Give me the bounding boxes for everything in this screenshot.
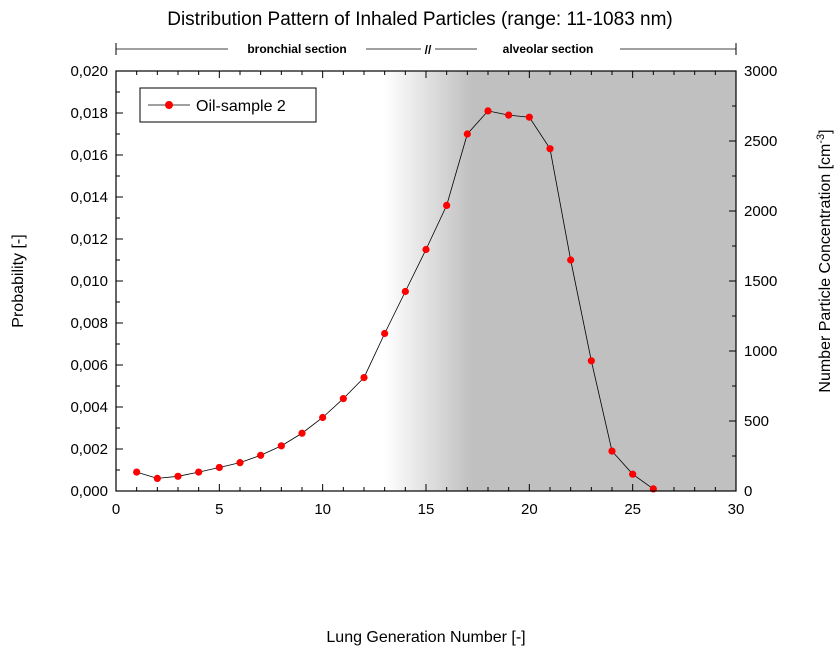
y2-axis-ticks: 0 500 1000 1500 2000 2500 3000 — [729, 63, 777, 500]
x-tick-label: 30 — [728, 501, 745, 518]
data-point — [277, 442, 285, 450]
data-point — [401, 287, 409, 296]
data-point — [339, 395, 347, 403]
plot-frame — [115, 70, 737, 492]
y-tick-label: 0,014 — [70, 189, 108, 206]
y2-axis-title-end: ] — [817, 129, 834, 133]
series-points — [133, 107, 657, 493]
data-point — [587, 357, 595, 365]
data-point — [298, 429, 306, 437]
y2-axis-title-sup: -3 — [815, 134, 827, 144]
x-axis-title: Lung Generation Number [-] — [326, 629, 525, 646]
y-tick-label: 0,010 — [70, 273, 108, 290]
data-point — [215, 463, 223, 472]
x-tick-label: 20 — [521, 501, 538, 518]
x-tick-label: 25 — [624, 501, 641, 518]
shading-gradient — [384, 71, 472, 491]
section-break-mark: // — [425, 43, 432, 57]
x-tick-label: 10 — [314, 501, 331, 518]
y2-axis-title: Number Particle Concentration [cm-3] — [815, 129, 834, 392]
section-break-bg — [421, 41, 435, 57]
data-point — [505, 111, 513, 119]
y2-tick-label: 0 — [744, 483, 752, 500]
x-axis-ticks: 0 5 10 15 20 25 30 — [112, 71, 745, 518]
legend-label: Oil-sample 2 — [196, 98, 286, 115]
data-point — [484, 107, 492, 115]
y-tick-label: 0,000 — [70, 483, 108, 500]
y-tick-label: 0,002 — [70, 441, 108, 458]
y2-tick-label: 1000 — [744, 343, 777, 360]
section-indicator: bronchial section alveolar section // — [115, 41, 737, 57]
y-tick-label: 0,020 — [70, 63, 108, 80]
data-point — [257, 451, 265, 459]
y-tick-label: 0,006 — [70, 357, 108, 374]
data-point — [629, 470, 637, 478]
data-point — [174, 472, 182, 480]
section-left-label: bronchial section — [247, 42, 346, 56]
data-point — [153, 474, 161, 482]
y-axis-ticks: 0,000 0,002 0,004 0,006 0,008 0,010 0,012 0,014… — [70, 63, 123, 500]
y-tick-label: 0,012 — [70, 231, 108, 248]
y2-tick-label: 3000 — [744, 63, 777, 80]
y-tick-label: 0,008 — [70, 315, 108, 332]
data-point — [463, 130, 471, 138]
section-right-label: alveolar section — [503, 42, 594, 56]
data-point — [525, 113, 533, 121]
data-point — [608, 447, 616, 455]
x-tick-label: 0 — [112, 501, 120, 518]
y2-tick-label: 2000 — [744, 203, 777, 220]
y-tick-label: 0,004 — [70, 399, 108, 416]
y-tick-label: 0,018 — [70, 105, 108, 122]
x-tick-label: 5 — [215, 501, 223, 518]
data-point — [195, 468, 203, 476]
data-point — [567, 256, 575, 264]
y2-tick-label: 500 — [744, 413, 769, 430]
y2-axis-title-main: Number Particle Concentration [cm — [817, 144, 834, 393]
data-point — [422, 245, 430, 254]
alveolar-shading — [384, 71, 736, 491]
data-point — [133, 468, 141, 476]
legend-marker — [165, 101, 173, 109]
section-right-label-bg — [477, 41, 620, 57]
data-point — [319, 413, 327, 422]
data-point — [381, 329, 389, 338]
y2-tick-label: 1500 — [744, 273, 777, 290]
y2-tick-label: 2500 — [744, 133, 777, 150]
section-left-label-bg — [228, 41, 366, 57]
y-axis-title: Probability [-] — [10, 234, 27, 327]
y-tick-label: 0,016 — [70, 147, 108, 164]
x-tick-label: 15 — [418, 501, 435, 518]
chart-title: Distribution Pattern of Inhaled Particle… — [167, 9, 673, 30]
data-point — [236, 459, 244, 467]
data-point — [443, 201, 451, 209]
data-point — [546, 145, 554, 153]
shading-solid — [471, 71, 736, 491]
data-point — [360, 374, 368, 382]
legend: Oil-sample 2 — [139, 87, 317, 123]
